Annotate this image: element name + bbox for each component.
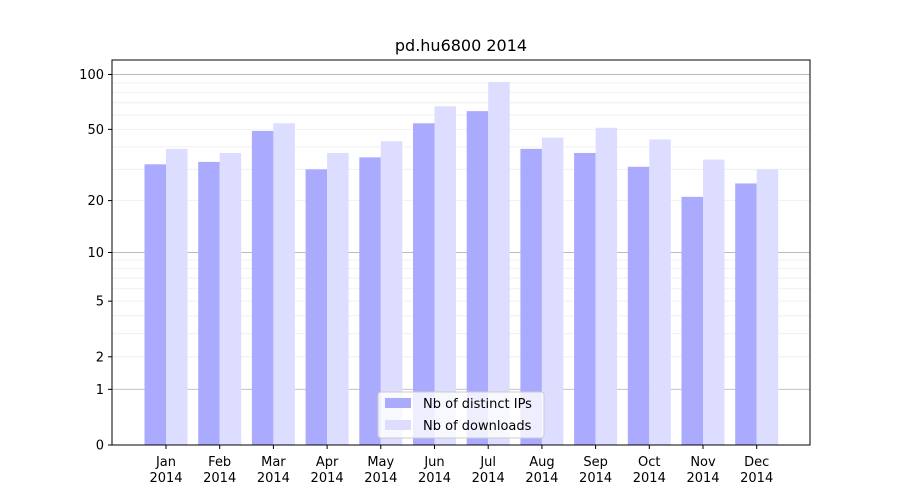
legend-swatch-downloads (385, 420, 411, 430)
bar-distinct-ips-may (359, 157, 381, 445)
bar-distinct-ips-apr (305, 169, 328, 445)
x-axis: Jan2014Feb2014Mar2014Apr2014May2014Jun20… (149, 445, 773, 486)
x-tick-label-month: Aug (529, 455, 554, 470)
bar-downloads-mar (273, 123, 295, 445)
bar-downloads-oct (649, 139, 671, 445)
x-tick-label-year: 2014 (740, 471, 773, 486)
bar-downloads-jul (488, 81, 510, 446)
bar-distinct-ips-aug (520, 148, 542, 445)
x-tick-label-year: 2014 (472, 471, 505, 486)
y-tick-label: 2 (96, 350, 104, 365)
legend: Nb of distinct IPs Nb of downloads (377, 391, 545, 439)
legend-label-distinct-ips: Nb of distinct IPs (423, 397, 532, 412)
y-axis: 0 1 2 5 10 20 50 100 (79, 68, 112, 454)
y-tick-label: 1 (96, 383, 104, 398)
bar-downloads-nov (703, 159, 725, 445)
bar-distinct-ips-nov (681, 196, 703, 445)
legend-label-downloads: Nb of downloads (423, 419, 532, 434)
bar-distinct-ips-jul (466, 111, 489, 445)
x-tick-label-month: Jul (479, 455, 496, 470)
bar-distinct-ips-dec (735, 183, 757, 445)
x-tick-label-month: Nov (690, 455, 716, 470)
y-tick-label: 100 (79, 68, 104, 83)
bar-distinct-ips-jan (144, 164, 166, 445)
x-tick-label-year: 2014 (257, 471, 290, 486)
x-tick-label-year: 2014 (149, 471, 182, 486)
x-tick-label-year: 2014 (579, 471, 612, 486)
bar-downloads-sep (595, 127, 618, 446)
x-tick-label-year: 2014 (364, 471, 397, 486)
x-tick-label-year: 2014 (418, 471, 451, 486)
x-tick-label-year: 2014 (686, 471, 719, 486)
legend-box (377, 391, 545, 439)
x-tick-label-month: Sep (583, 455, 608, 470)
x-tick-label-month: May (367, 455, 394, 470)
chart-title: pd.hu6800 2014 (395, 36, 527, 55)
x-tick-label-year: 2014 (311, 471, 344, 486)
y-tick-label: 0 (96, 439, 104, 454)
bar-downloads-jan (166, 148, 188, 445)
bar-downloads-apr (327, 152, 349, 445)
bar-distinct-ips-jun (413, 123, 435, 445)
x-tick-label-month: Jun (423, 455, 444, 470)
x-tick-label-month: Oct (638, 455, 660, 470)
bar-downloads-dec (756, 169, 779, 445)
legend-swatch-distinct-ips (385, 398, 411, 408)
bar-distinct-ips-sep (574, 152, 596, 445)
y-tick-label: 20 (87, 194, 104, 209)
x-tick-label-year: 2014 (525, 471, 558, 486)
y-tick-label: 5 (96, 295, 104, 310)
bar-downloads-aug (541, 137, 564, 445)
x-tick-label-month: Apr (316, 455, 339, 470)
x-tick-label-month: Mar (261, 455, 286, 470)
x-tick-label-month: Jan (155, 455, 176, 470)
x-tick-label-month: Dec (744, 455, 769, 470)
bars (144, 81, 779, 446)
bar-downloads-jun (434, 106, 456, 446)
x-tick-label-year: 2014 (203, 471, 236, 486)
x-tick-label-year: 2014 (633, 471, 666, 486)
y-tick-label: 10 (87, 246, 104, 261)
x-tick-label-month: Feb (208, 455, 231, 470)
y-tick-label: 50 (87, 123, 104, 138)
bar-distinct-ips-oct (627, 166, 650, 446)
bar-downloads-feb (219, 152, 242, 445)
bar-distinct-ips-mar (251, 130, 274, 445)
bar-distinct-ips-feb (198, 161, 220, 445)
bar-downloads-may (380, 141, 403, 446)
